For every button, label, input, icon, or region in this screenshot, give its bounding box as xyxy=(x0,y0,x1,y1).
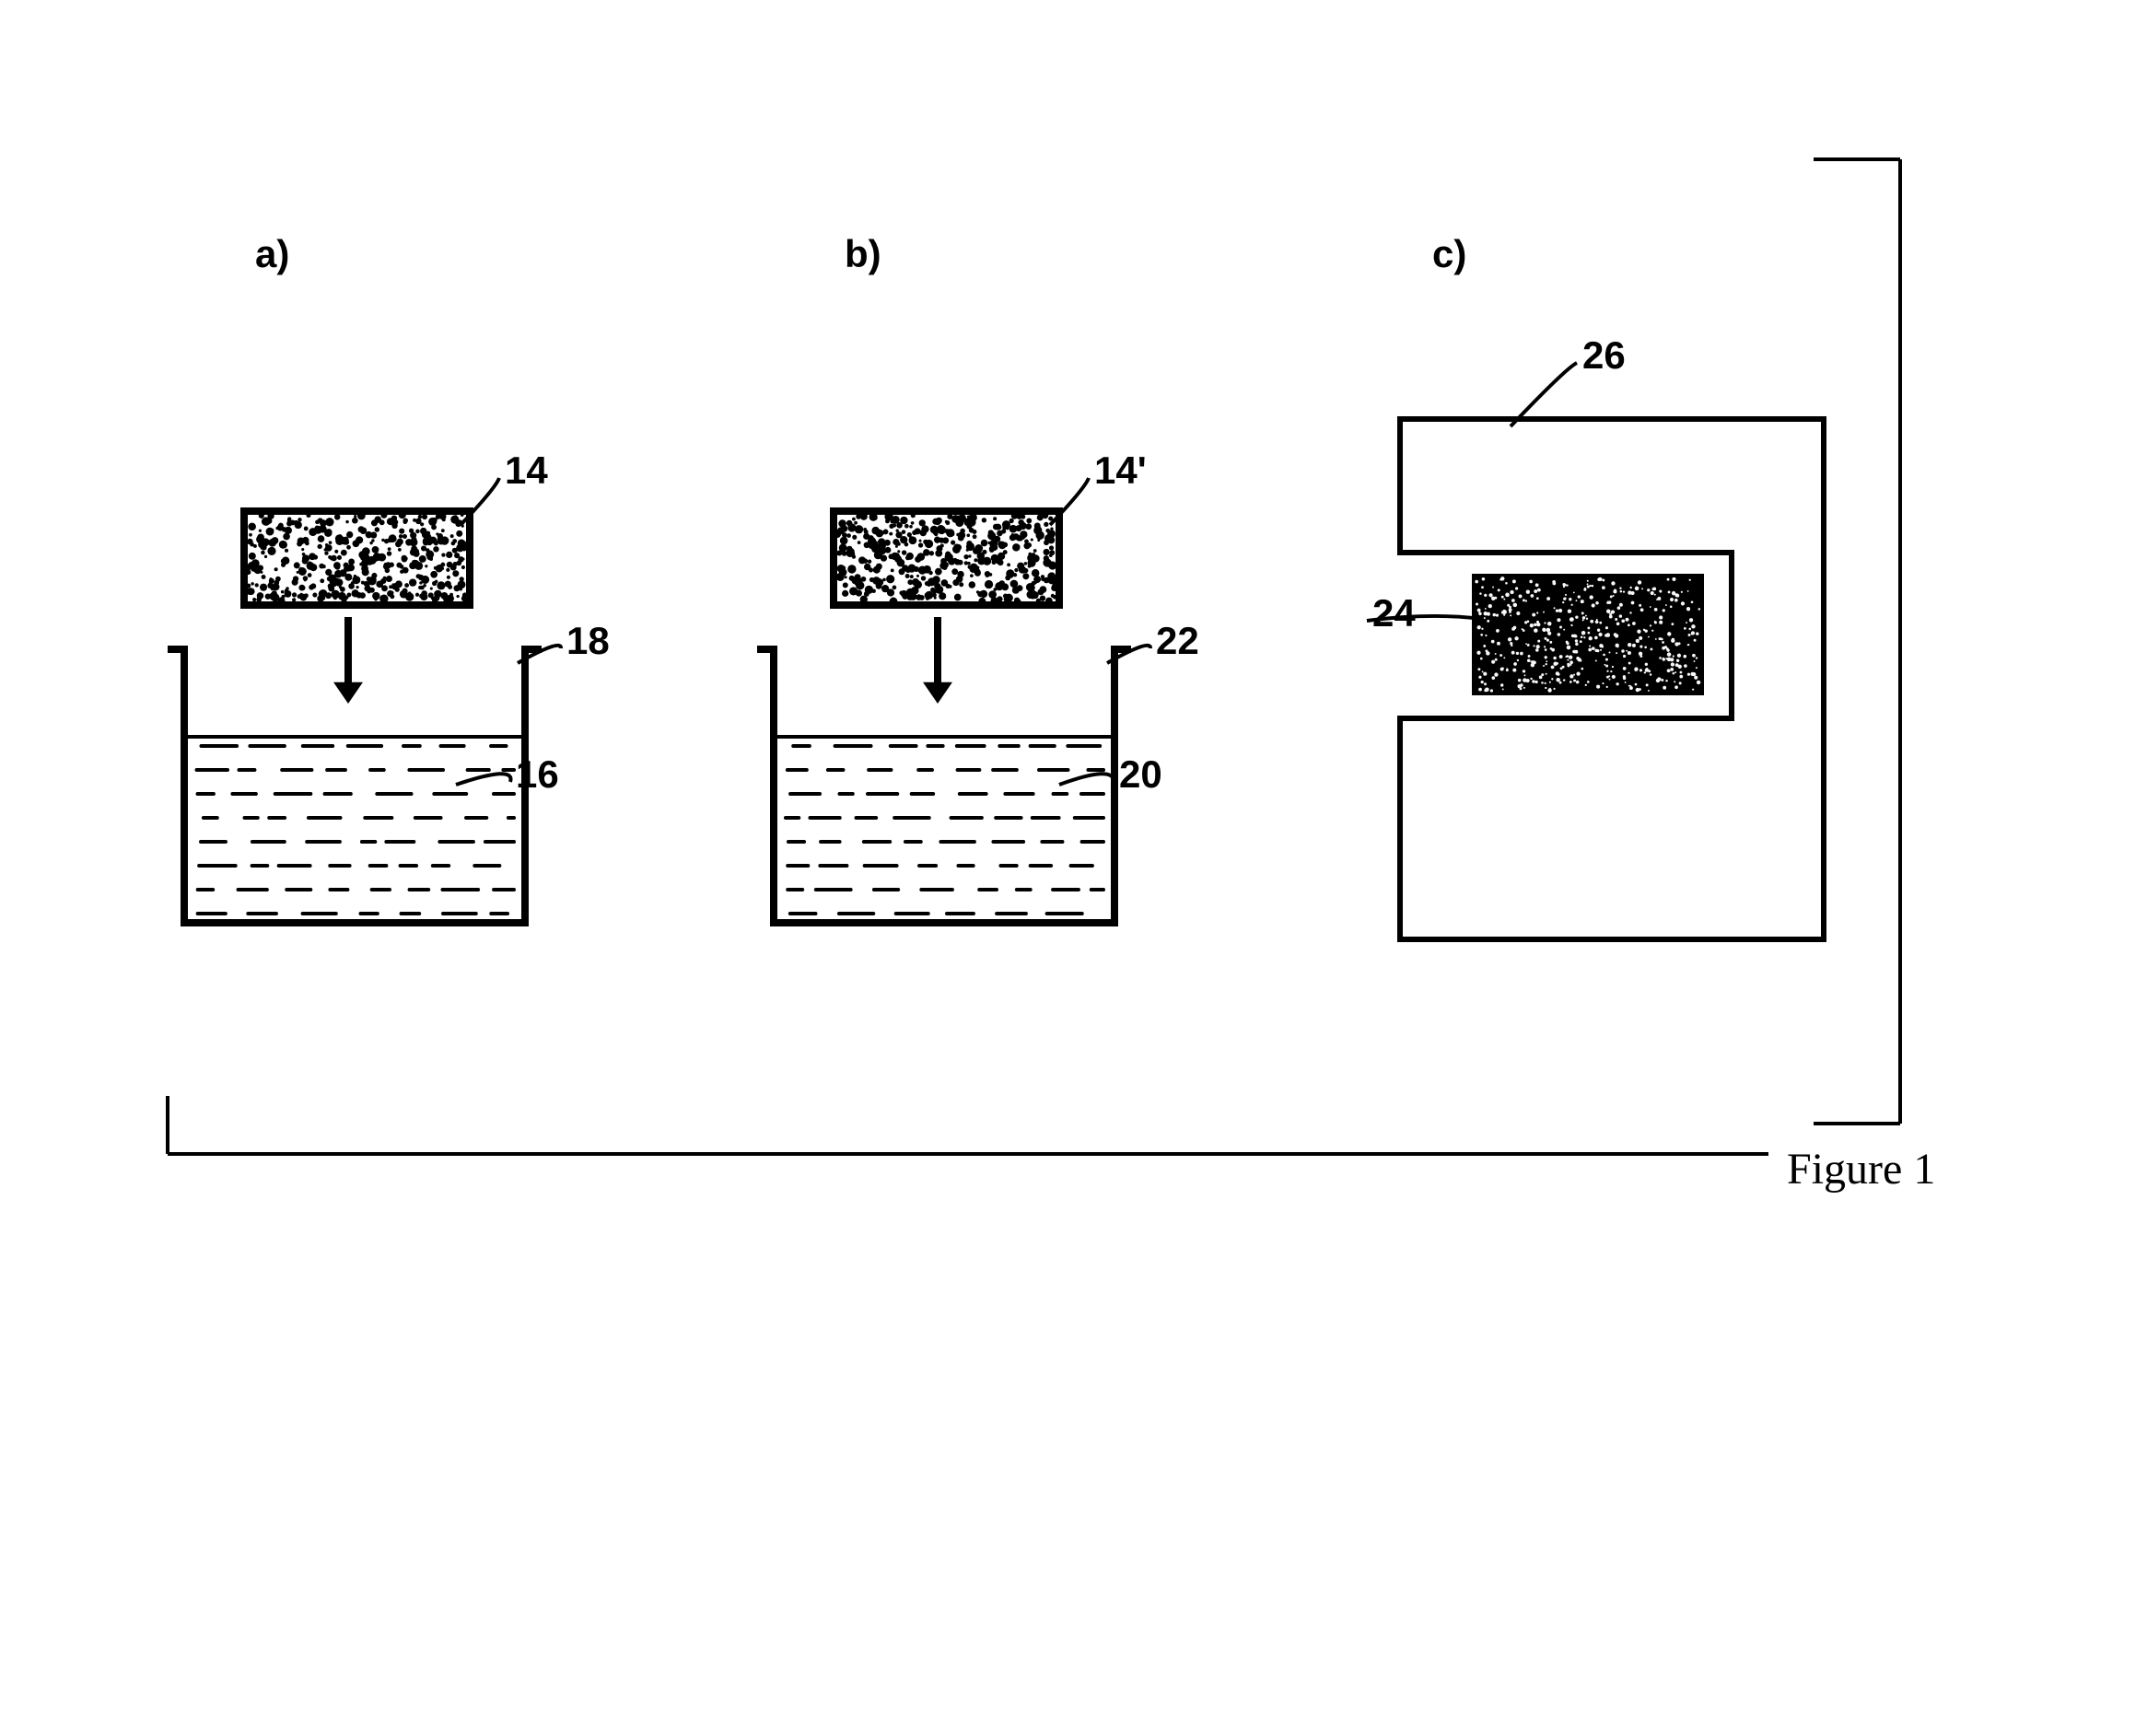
panel-label-b: b) xyxy=(845,232,881,275)
foam-c xyxy=(1474,576,1702,693)
svg-text:14: 14 xyxy=(505,449,548,492)
figure-caption: Figure 1 xyxy=(1787,1145,1935,1194)
callout-14 xyxy=(461,478,499,525)
panel-label-c: c) xyxy=(1432,232,1466,275)
foam-a xyxy=(244,511,470,605)
svg-text:22: 22 xyxy=(1156,619,1199,662)
svg-text:14': 14' xyxy=(1094,449,1147,492)
svg-text:18: 18 xyxy=(566,619,610,662)
panel-label-a: a) xyxy=(255,232,289,275)
arrow-down xyxy=(923,617,952,704)
svg-text:24: 24 xyxy=(1372,591,1416,635)
svg-text:16: 16 xyxy=(516,752,559,796)
callout-20 xyxy=(1059,774,1114,785)
svg-text:26: 26 xyxy=(1582,333,1626,377)
arrow-down xyxy=(333,617,363,704)
foam-b xyxy=(834,511,1059,605)
callout-14' xyxy=(1050,478,1089,525)
svg-text:20: 20 xyxy=(1119,752,1162,796)
callout-16 xyxy=(456,774,511,785)
